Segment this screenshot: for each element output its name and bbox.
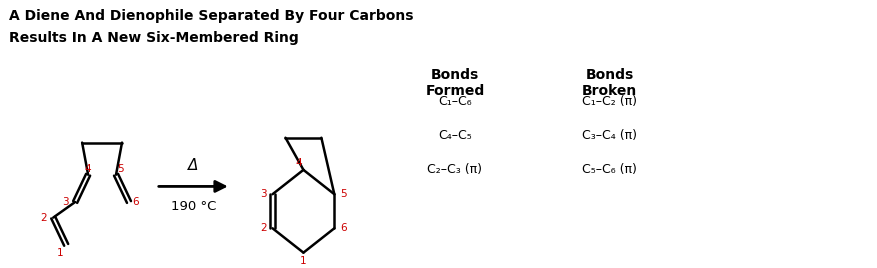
Text: C₄–C₅: C₄–C₅ <box>438 129 471 142</box>
Text: C₁–C₆: C₁–C₆ <box>438 95 471 108</box>
Text: C₂–C₃ (π): C₂–C₃ (π) <box>427 163 481 176</box>
Text: 1: 1 <box>57 248 63 258</box>
Text: A Diene And Dienophile Separated By Four Carbons: A Diene And Dienophile Separated By Four… <box>10 9 413 23</box>
Text: 4: 4 <box>85 164 91 174</box>
Text: Results In A New Six-Membered Ring: Results In A New Six-Membered Ring <box>10 31 299 44</box>
Text: 190 °C: 190 °C <box>170 200 216 213</box>
Text: 2: 2 <box>39 213 46 223</box>
Text: C₃–C₄ (π): C₃–C₄ (π) <box>581 129 636 142</box>
Text: 1: 1 <box>300 256 306 266</box>
Text: 6: 6 <box>339 223 346 233</box>
Text: 2: 2 <box>260 223 267 233</box>
Text: 3: 3 <box>61 197 68 207</box>
Text: 5: 5 <box>117 164 123 174</box>
Text: C₁–C₂ (π): C₁–C₂ (π) <box>581 95 636 108</box>
Text: Bonds
Broken: Bonds Broken <box>581 68 637 98</box>
Text: 4: 4 <box>295 158 302 168</box>
Text: 6: 6 <box>132 197 139 207</box>
Text: 3: 3 <box>260 189 267 199</box>
Text: Bonds
Formed: Bonds Formed <box>424 68 484 98</box>
Text: 5: 5 <box>339 189 346 199</box>
Text: C₅–C₆ (π): C₅–C₆ (π) <box>581 163 636 176</box>
Text: Δ: Δ <box>188 158 198 173</box>
